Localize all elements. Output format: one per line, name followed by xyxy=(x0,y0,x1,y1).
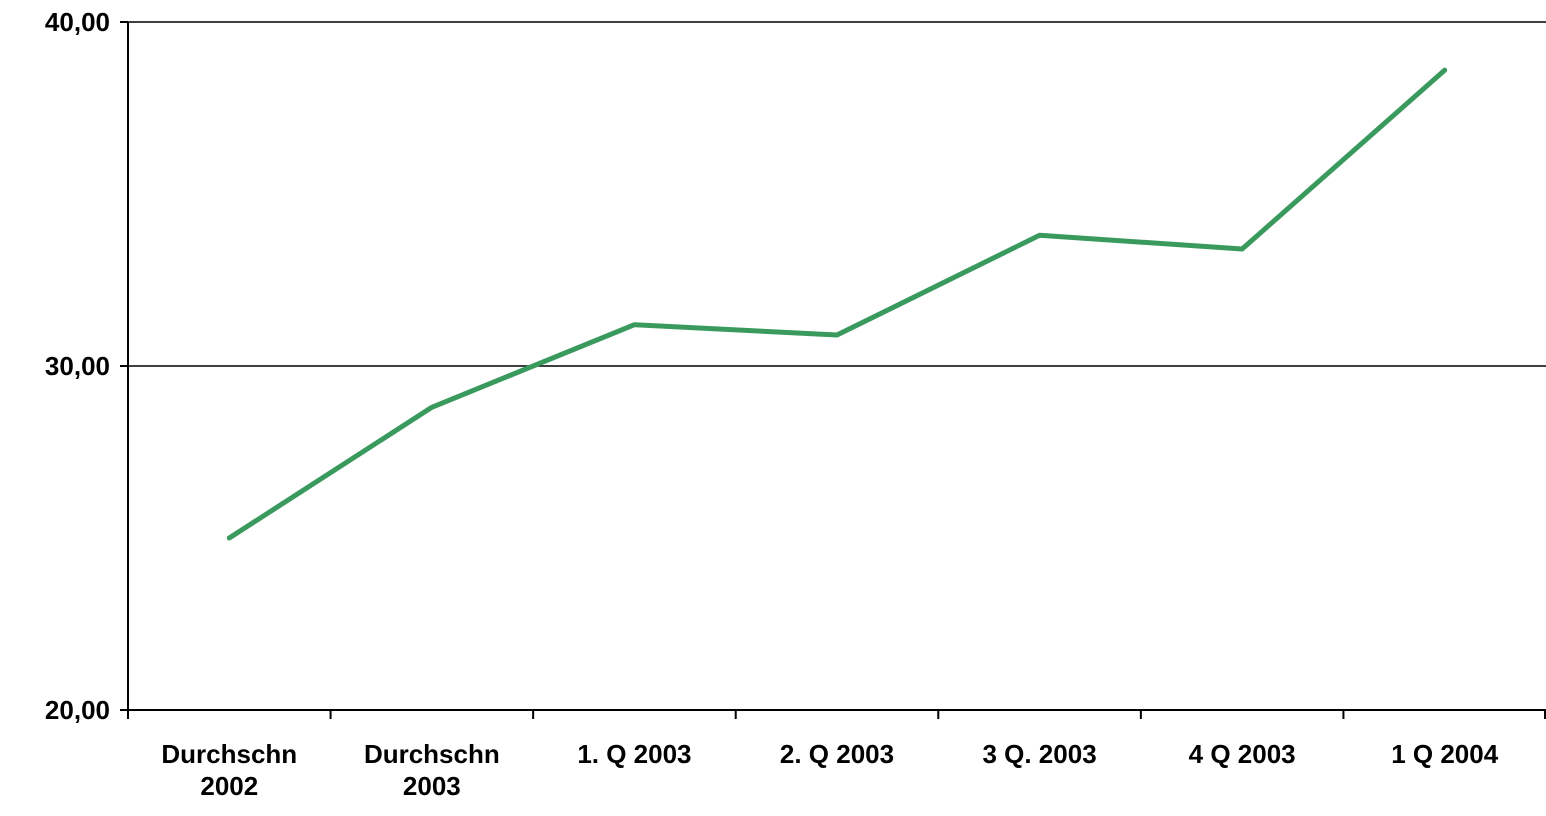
x-tick-label: 4 Q 2003 xyxy=(1188,739,1296,769)
x-tick-label: 2. Q 2003 xyxy=(779,739,895,769)
y-tick-label: 30,00 xyxy=(44,351,110,381)
x-tick-label: Durchschn 2002 xyxy=(161,739,298,801)
y-tick-label: 20,00 xyxy=(44,695,110,725)
x-tick-label: 3 Q. 2003 xyxy=(982,739,1097,769)
x-tick-label: 1. Q 2003 xyxy=(577,739,692,769)
data-line xyxy=(226,67,1448,541)
x-tick-label: Durchschn 2003 xyxy=(363,739,500,801)
x-tick-label: 1 Q 2004 xyxy=(1391,739,1499,769)
y-tick-label: 40,00 xyxy=(44,7,110,37)
